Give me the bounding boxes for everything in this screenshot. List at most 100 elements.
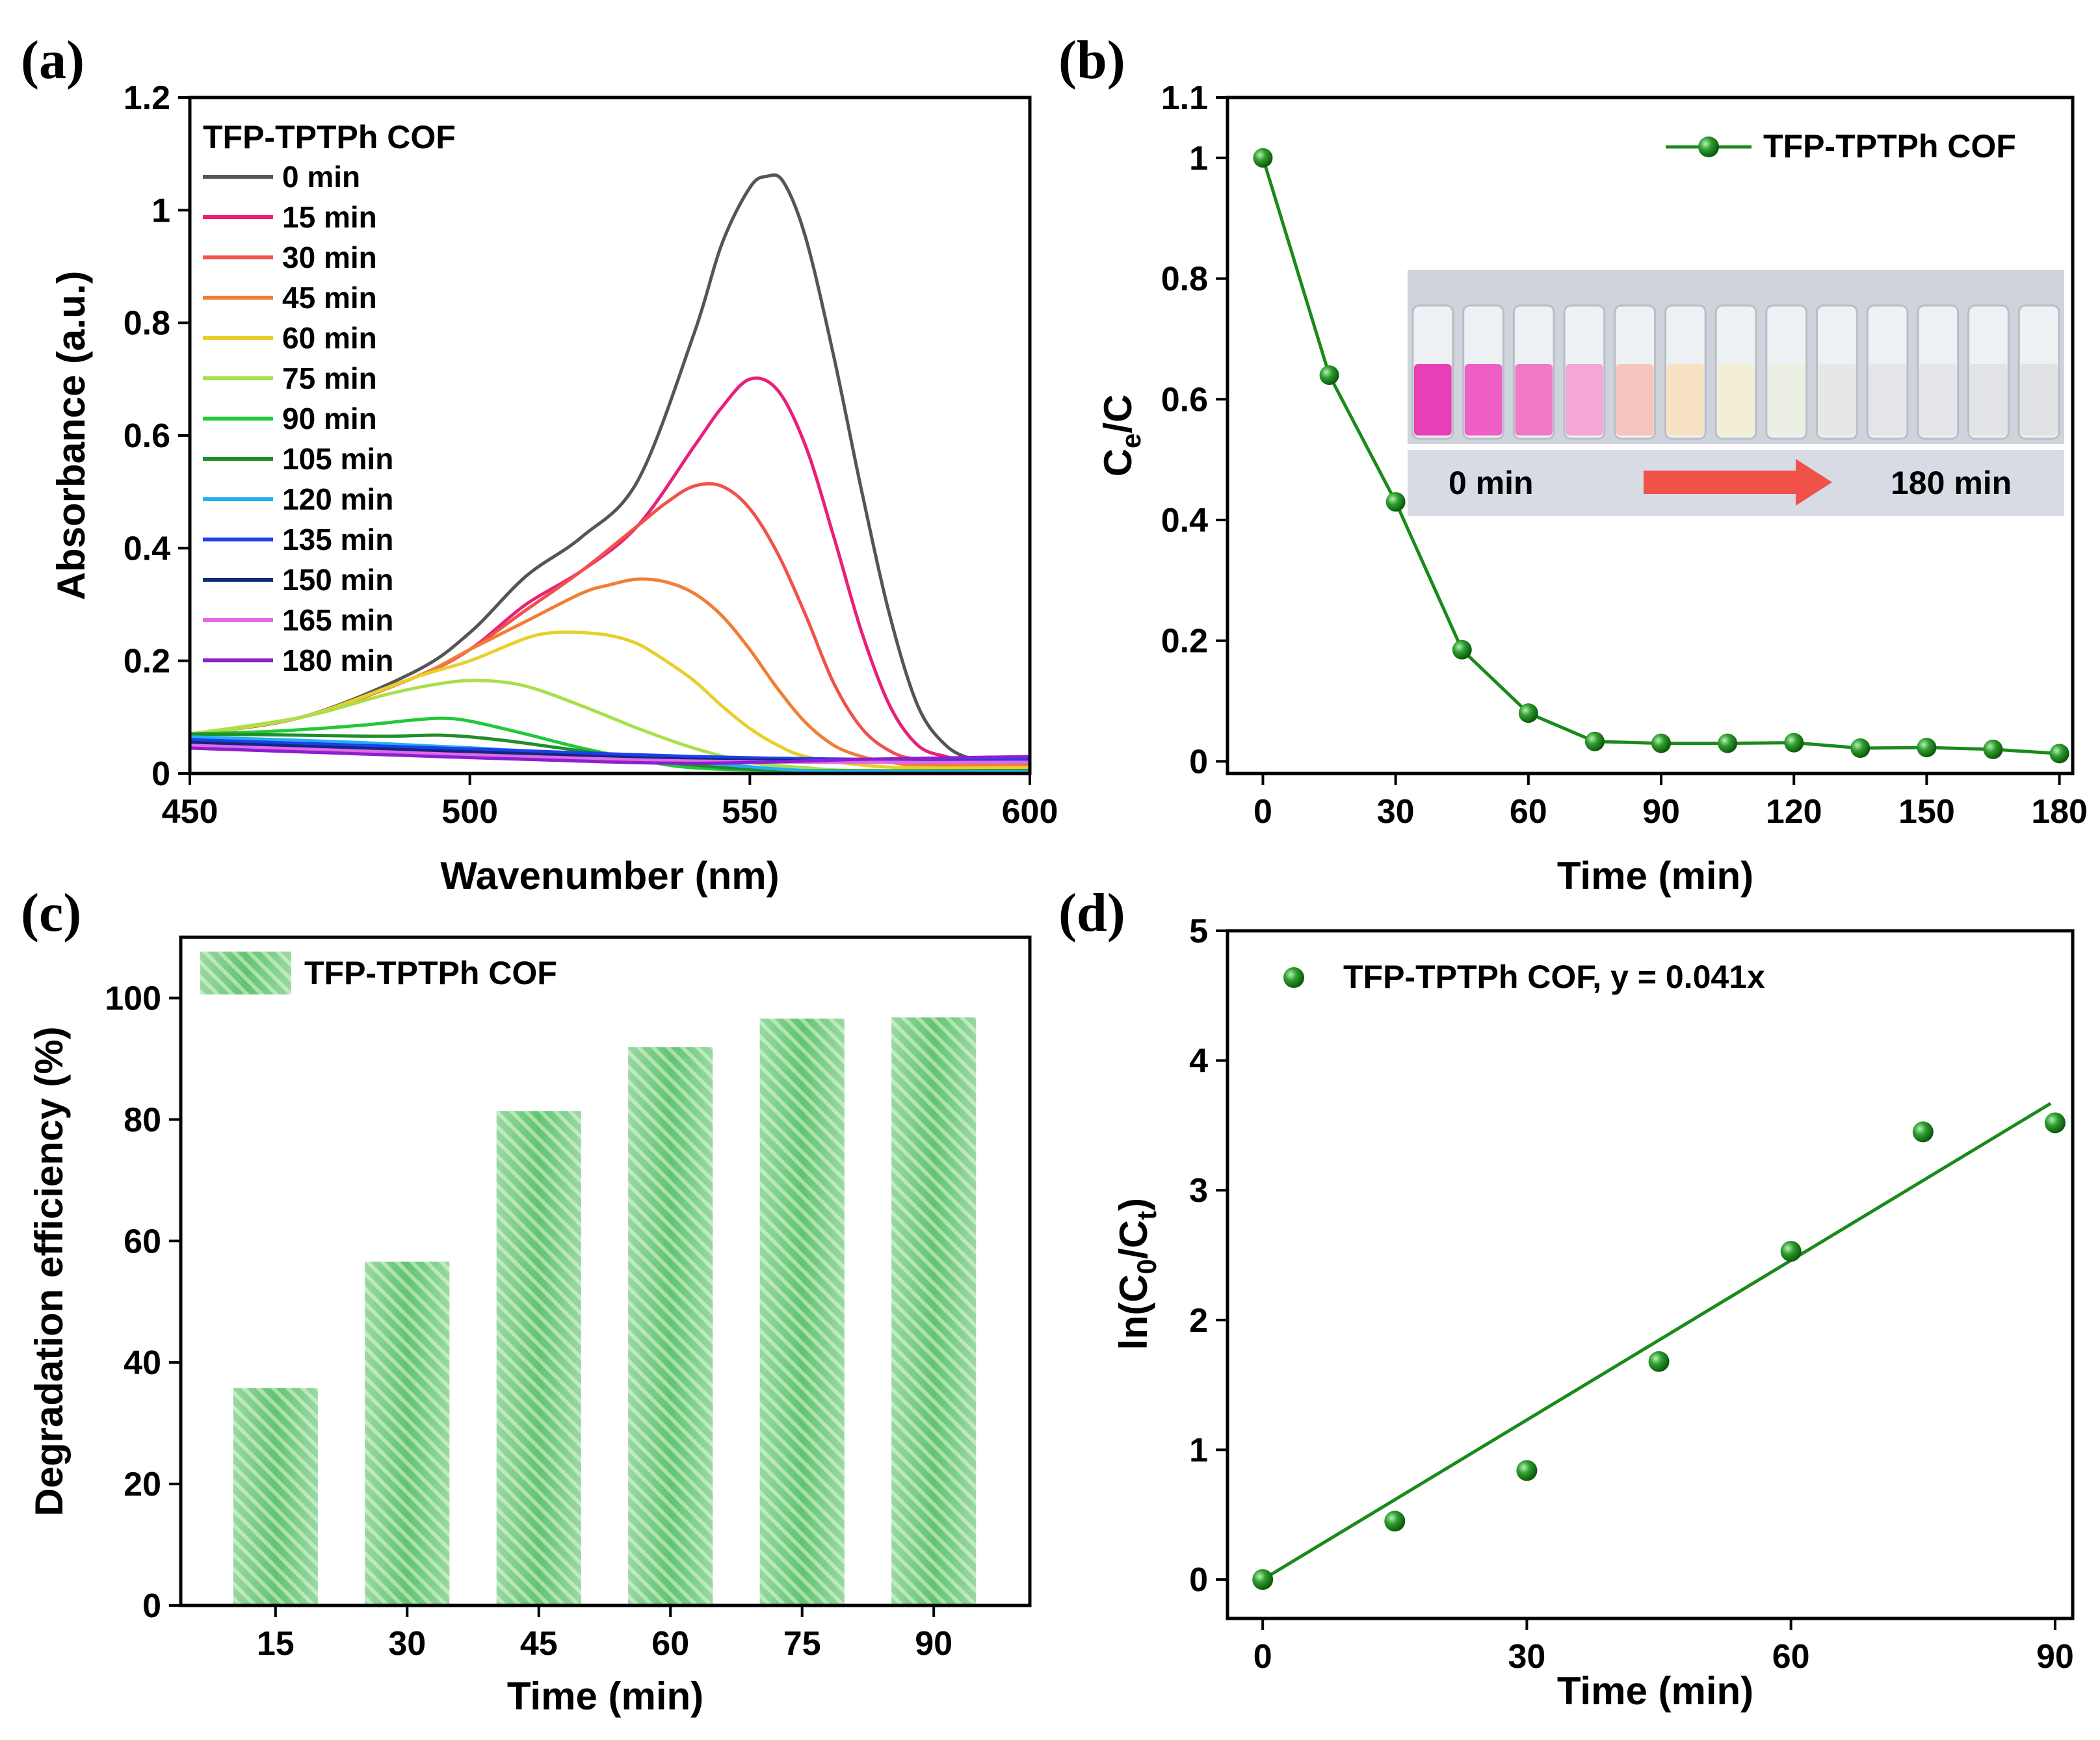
- panel-b-x-title: Time (min): [1557, 854, 1753, 898]
- legend-label: 180 min: [282, 643, 393, 677]
- ratio-point: [1983, 739, 2003, 759]
- absorbance-line-0-min: [189, 173, 1030, 764]
- legend-label: 165 min: [282, 603, 393, 637]
- inset-arrow: [1644, 459, 1832, 506]
- panel-d-y-tick-label: 0: [1189, 1561, 1208, 1599]
- legend-label: 135 min: [282, 523, 393, 556]
- ln-ratio-point: [1384, 1511, 1406, 1532]
- vial-liquid: [1414, 364, 1452, 435]
- panel-c-x-tick-label: 45: [520, 1625, 558, 1663]
- efficiency-bar-shade: [496, 1111, 581, 1605]
- legend-label: 120 min: [282, 482, 393, 516]
- panel-a-x-tick-label: 550: [722, 793, 778, 831]
- panel-d-y-title-sub1: 0: [1131, 1259, 1162, 1274]
- vial-liquid: [1869, 364, 1906, 435]
- legend-label: 45 min: [282, 281, 377, 315]
- panel-c-label: (c): [21, 883, 81, 943]
- ratio-series: [1253, 148, 2069, 764]
- ratio-point: [1385, 492, 1406, 512]
- ratio-point: [1718, 733, 1738, 753]
- panel-a-y-tick-label: 0.4: [124, 530, 170, 567]
- ln-ratio-point: [2044, 1112, 2066, 1134]
- panel-a-y-tick-label: 0.2: [124, 643, 170, 681]
- vial-liquid: [1464, 364, 1503, 435]
- panel-b-y-tick-label: 0.8: [1161, 261, 1208, 298]
- legend-label: 75 min: [282, 361, 377, 395]
- legend-label: 105 min: [282, 442, 393, 476]
- panel-a-y-tick-label: 1: [151, 192, 170, 229]
- panel-b-x-tick-label: 0: [1253, 793, 1272, 831]
- panel-d-y-title-mid: /C: [1112, 1220, 1155, 1259]
- ln-ratio-point: [1252, 1569, 1274, 1591]
- panel-d-x-title: Time (min): [1557, 1669, 1753, 1713]
- ratio-point: [2049, 744, 2069, 764]
- panel-d-label: (d): [1058, 883, 1125, 943]
- panel-b-y-tick-label: 0.2: [1161, 623, 1208, 660]
- panel-b-label: (b): [1058, 30, 1125, 90]
- ln-ratio-point: [1780, 1241, 1802, 1262]
- panel-d-y-title-tail: ): [1112, 1198, 1155, 1211]
- panel-b-x-tick-label: 30: [1377, 793, 1415, 831]
- vial-liquid: [1919, 364, 1957, 435]
- panel-d-y-tick-label: 4: [1189, 1043, 1208, 1080]
- panel-d-y-tick-label: 2: [1189, 1302, 1208, 1340]
- panel-c-y-tick-label: 80: [124, 1101, 161, 1139]
- panel-a-y-tick-label: 1.2: [124, 79, 170, 117]
- panel-d-y-title-sub2: t: [1131, 1211, 1162, 1220]
- panel-b-y-tick-label: 0: [1189, 743, 1208, 781]
- vial-liquid: [1818, 364, 1856, 435]
- panel-d-y-title-main: ln(C: [1112, 1274, 1155, 1350]
- vial-photo-inset: 0 min 180 min: [1408, 270, 2064, 516]
- legend-label: 0 min: [282, 160, 360, 194]
- vial-liquid: [1566, 364, 1603, 435]
- efficiency-bar-shade: [233, 1388, 318, 1605]
- panel-a-ticks: 450 500 550 600 0 0.2 0.4 0.6 0.8 1 1.2: [124, 79, 1058, 831]
- vial-liquid: [1616, 364, 1654, 435]
- panel-c-frame: [179, 935, 1032, 1607]
- vial-row: [1411, 304, 2060, 440]
- panel-b-frame: [1226, 96, 2075, 775]
- panel-b-x-tick-label: 120: [1766, 793, 1822, 831]
- panel-c-ticks: 0 20 40 60 80 100 15 30 45 60 75 90: [105, 980, 952, 1663]
- vial-liquid: [1969, 364, 2008, 435]
- panel-d-y-title: ln(C0/Ct): [1112, 1198, 1162, 1350]
- panel-b-legend-text: TFP-TPTPh COF: [1763, 128, 2016, 164]
- ratio-point: [1584, 731, 1605, 751]
- panel-a-legend: 0 min 15 min 30 min 45 min 60 min 75 min 90 mi…: [203, 160, 393, 677]
- ratio-point: [1518, 703, 1538, 723]
- legend-label: 150 min: [282, 563, 393, 597]
- inset-start-label: 0 min: [1449, 465, 1534, 501]
- ratio-point: [1253, 148, 1273, 168]
- panel-b-y-title-main: C: [1096, 448, 1140, 476]
- panel-b-y-title-sub: e: [1116, 434, 1146, 448]
- ln-ratio-point: [1912, 1121, 1934, 1143]
- panel-b-y-title-tail: /C: [1096, 395, 1140, 434]
- panel-b-y-title: Ce/C: [1096, 395, 1146, 477]
- vial-liquid: [2020, 364, 2058, 435]
- panel-b-x-tick-label: 150: [1898, 793, 1955, 831]
- panel-c-y-tick-label: 20: [124, 1466, 161, 1503]
- panel-b-y-tick-label: 1.1: [1161, 79, 1208, 117]
- panel-a-label: (a): [21, 30, 85, 90]
- panel-d-x-tick-label: 90: [2036, 1638, 2074, 1676]
- ratio-point: [1319, 365, 1339, 385]
- ratio-point: [1784, 733, 1804, 753]
- fit-line: [1261, 1102, 2052, 1581]
- panel-d-x-tick-label: 30: [1508, 1638, 1545, 1676]
- panel-a-x-title: Wavenumber (nm): [440, 854, 779, 898]
- panel-d-legend-text: TFP-TPTPh COF, y = 0.041x: [1343, 959, 1765, 995]
- panel-d-y-tick-label: 1: [1189, 1431, 1208, 1469]
- absorbance-line-180-min: [189, 746, 1030, 765]
- ratio-point: [1452, 640, 1472, 660]
- panel-c: 0 20 40 60 80 100 15 30 45 60 75 90 TFP-TPTPh COF T…: [27, 935, 1032, 1718]
- panel-c-y-tick-label: 100: [105, 980, 161, 1017]
- panel-a-x-tick-label: 600: [1002, 793, 1058, 831]
- panel-c-y-title: Degradation efficiency (%): [27, 1026, 71, 1516]
- vial-liquid: [1717, 364, 1755, 435]
- panel-b-legend-marker: [1698, 136, 1719, 157]
- absorbance-lines: [189, 173, 1030, 774]
- panel-b-y-tick-label: 0.6: [1161, 381, 1208, 419]
- panel-c-y-tick-label: 0: [142, 1587, 161, 1625]
- panel-a-y-tick-label: 0: [151, 755, 170, 793]
- inset-end-label: 180 min: [1891, 465, 2012, 501]
